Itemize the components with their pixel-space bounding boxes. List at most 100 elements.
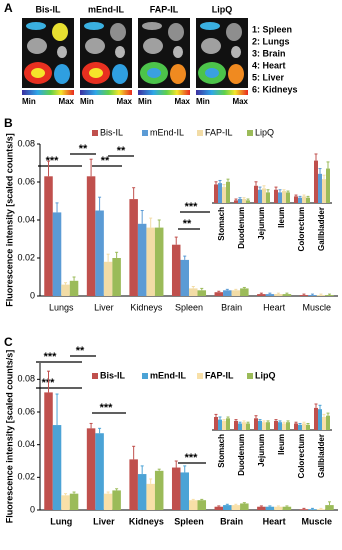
x-tick-label: Spleen (175, 302, 203, 312)
bar (231, 505, 241, 510)
bar (325, 505, 334, 510)
bar (246, 200, 250, 203)
scale-max: Max (174, 97, 190, 106)
scale-max: Max (116, 97, 132, 106)
bar (286, 422, 290, 430)
bar (69, 493, 79, 510)
y-tick-label: 0.04 (17, 214, 35, 224)
y-tick-label: 0.02 (17, 472, 35, 482)
bar (218, 183, 222, 203)
bar (180, 259, 189, 296)
x-tick-label: Ileum (277, 434, 286, 455)
x-tick-label: Heart (263, 302, 286, 312)
y-tick-label: 0 (30, 290, 35, 300)
x-tick-label: Liver (93, 516, 115, 526)
legend-label: LipQ (255, 127, 274, 137)
bar (299, 295, 309, 296)
legend-swatch (92, 373, 98, 379)
legend-label: FAP-IL (205, 370, 234, 380)
organ-blob (84, 22, 104, 30)
legend-label: LipQ (255, 370, 276, 380)
bar (197, 290, 207, 296)
bar (189, 500, 198, 510)
y-tick-label: 0.08 (17, 374, 35, 384)
x-tick-label: Gallbladder (317, 434, 326, 478)
group-title: Bis-IL (35, 4, 61, 14)
significance: *** (185, 201, 199, 213)
organ-blob (26, 22, 46, 30)
bar (274, 420, 278, 430)
bar (44, 176, 53, 296)
bar (302, 423, 306, 430)
legend-swatch (92, 130, 98, 136)
organ-blob (52, 23, 68, 41)
bar (214, 184, 218, 203)
bar (137, 474, 147, 510)
organ-blob (205, 68, 219, 78)
bar (86, 176, 96, 296)
x-tick-label: Heart (263, 516, 286, 526)
x-tick-label: Stomach (217, 207, 226, 241)
bar (306, 197, 310, 203)
bar (308, 295, 317, 296)
significance: ** (79, 143, 88, 155)
bar (254, 418, 258, 430)
bar (262, 422, 266, 430)
organ-blob (115, 46, 125, 58)
significance: ** (117, 145, 126, 157)
bar (222, 420, 226, 430)
y-tick-label: 0.02 (17, 252, 35, 262)
bar (314, 160, 318, 203)
organ-blob (27, 38, 47, 54)
x-tick-label: Gallbladder (317, 207, 326, 251)
y-axis-label: Fluorescence intensity [scaled counts/s] (4, 133, 14, 307)
bar (298, 424, 302, 430)
bar (257, 506, 266, 510)
organ-blob (143, 38, 163, 54)
bar (95, 210, 104, 296)
organ-blob (228, 64, 244, 84)
bar (314, 407, 318, 430)
significance: *** (44, 351, 58, 363)
organ-blob (112, 64, 128, 84)
y-tick-label: 0.08 (17, 138, 35, 148)
bar (316, 509, 326, 510)
x-tick-label: Spleen (174, 516, 204, 526)
scale-max: Max (58, 97, 74, 106)
bar (240, 503, 249, 510)
bar (282, 191, 286, 203)
bar (218, 419, 222, 430)
bar (286, 192, 290, 203)
panel-label: A (4, 1, 13, 15)
y-tick-label: 0 (30, 504, 35, 514)
y-axis-label: Fluorescence intensity [scaled counts/s] (4, 350, 14, 524)
x-tick-label: Liver (94, 302, 114, 312)
bar (146, 227, 155, 296)
scale-min: Min (196, 97, 210, 106)
bar (265, 506, 275, 510)
x-tick-label: Colorectum (297, 434, 306, 478)
scale-max: Max (232, 97, 248, 106)
bar (274, 189, 278, 203)
bar (222, 187, 226, 203)
bar (325, 295, 334, 296)
legend-label: mEnd-IL (150, 370, 186, 380)
bar (308, 509, 317, 510)
bar (52, 425, 62, 510)
bar (238, 199, 242, 203)
bar (146, 483, 155, 510)
bar (129, 459, 138, 510)
x-tick-label: Brain (221, 302, 242, 312)
organ-blob (85, 38, 105, 54)
scale-min: Min (22, 97, 36, 106)
bar (265, 294, 275, 296)
bar (322, 417, 326, 430)
bar (246, 423, 250, 430)
significance: ** (101, 155, 110, 167)
bar (226, 181, 230, 203)
group-title: FAP-IL (150, 4, 179, 14)
bar (112, 258, 121, 296)
organ-blob (201, 38, 221, 54)
x-tick-label: Lung (50, 516, 72, 526)
scale-min: Min (138, 97, 152, 106)
